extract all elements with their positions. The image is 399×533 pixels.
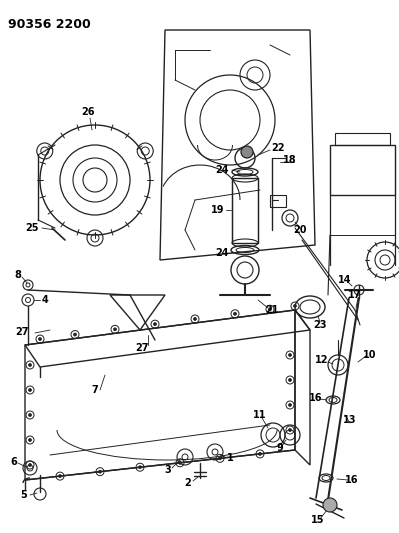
Circle shape xyxy=(288,353,292,357)
Text: 8: 8 xyxy=(14,270,22,280)
Circle shape xyxy=(294,304,296,308)
Text: 4: 4 xyxy=(41,295,48,305)
Text: 10: 10 xyxy=(363,350,377,360)
Text: 12: 12 xyxy=(315,355,329,365)
Text: 6: 6 xyxy=(11,457,18,467)
Circle shape xyxy=(259,453,261,455)
Text: 15: 15 xyxy=(311,515,325,525)
Circle shape xyxy=(323,498,337,512)
Text: 13: 13 xyxy=(343,415,357,425)
Circle shape xyxy=(28,364,32,367)
Circle shape xyxy=(28,464,32,466)
Circle shape xyxy=(219,457,221,460)
Circle shape xyxy=(241,146,253,158)
Text: 21: 21 xyxy=(265,305,279,315)
Text: 20: 20 xyxy=(293,225,307,235)
Text: 19: 19 xyxy=(211,205,225,215)
Text: 25: 25 xyxy=(25,223,39,233)
Text: 23: 23 xyxy=(313,320,327,330)
Circle shape xyxy=(138,466,142,469)
Bar xyxy=(335,133,390,145)
Text: 3: 3 xyxy=(165,465,172,475)
Bar xyxy=(232,178,258,243)
Circle shape xyxy=(194,318,196,320)
Circle shape xyxy=(38,337,41,341)
Circle shape xyxy=(288,403,292,407)
Text: 14: 14 xyxy=(338,275,352,285)
Circle shape xyxy=(99,470,101,473)
Circle shape xyxy=(288,378,292,382)
Circle shape xyxy=(269,308,271,311)
Text: 16: 16 xyxy=(345,475,359,485)
Circle shape xyxy=(288,429,292,432)
Circle shape xyxy=(113,328,117,331)
Circle shape xyxy=(154,322,156,326)
Text: 18: 18 xyxy=(283,155,297,165)
Text: 90356 2200: 90356 2200 xyxy=(8,18,91,31)
Text: 16: 16 xyxy=(309,393,323,403)
Text: 26: 26 xyxy=(81,107,95,117)
Circle shape xyxy=(178,461,182,464)
Text: 24: 24 xyxy=(215,165,229,175)
Circle shape xyxy=(73,333,77,336)
Circle shape xyxy=(28,389,32,392)
Text: 1: 1 xyxy=(227,453,233,463)
Circle shape xyxy=(28,439,32,441)
Bar xyxy=(330,145,395,195)
Text: 17: 17 xyxy=(348,290,362,300)
Text: 27: 27 xyxy=(135,343,149,353)
Text: 7: 7 xyxy=(92,385,99,395)
Text: 22: 22 xyxy=(271,143,285,153)
Text: 2: 2 xyxy=(185,478,192,488)
Text: 9: 9 xyxy=(277,443,283,453)
Text: 5: 5 xyxy=(21,490,28,500)
Circle shape xyxy=(28,414,32,416)
Text: 27: 27 xyxy=(15,327,29,337)
Text: 11: 11 xyxy=(253,410,267,420)
Circle shape xyxy=(233,312,237,316)
Bar xyxy=(270,195,286,207)
Circle shape xyxy=(59,474,61,478)
Text: 24: 24 xyxy=(215,248,229,258)
